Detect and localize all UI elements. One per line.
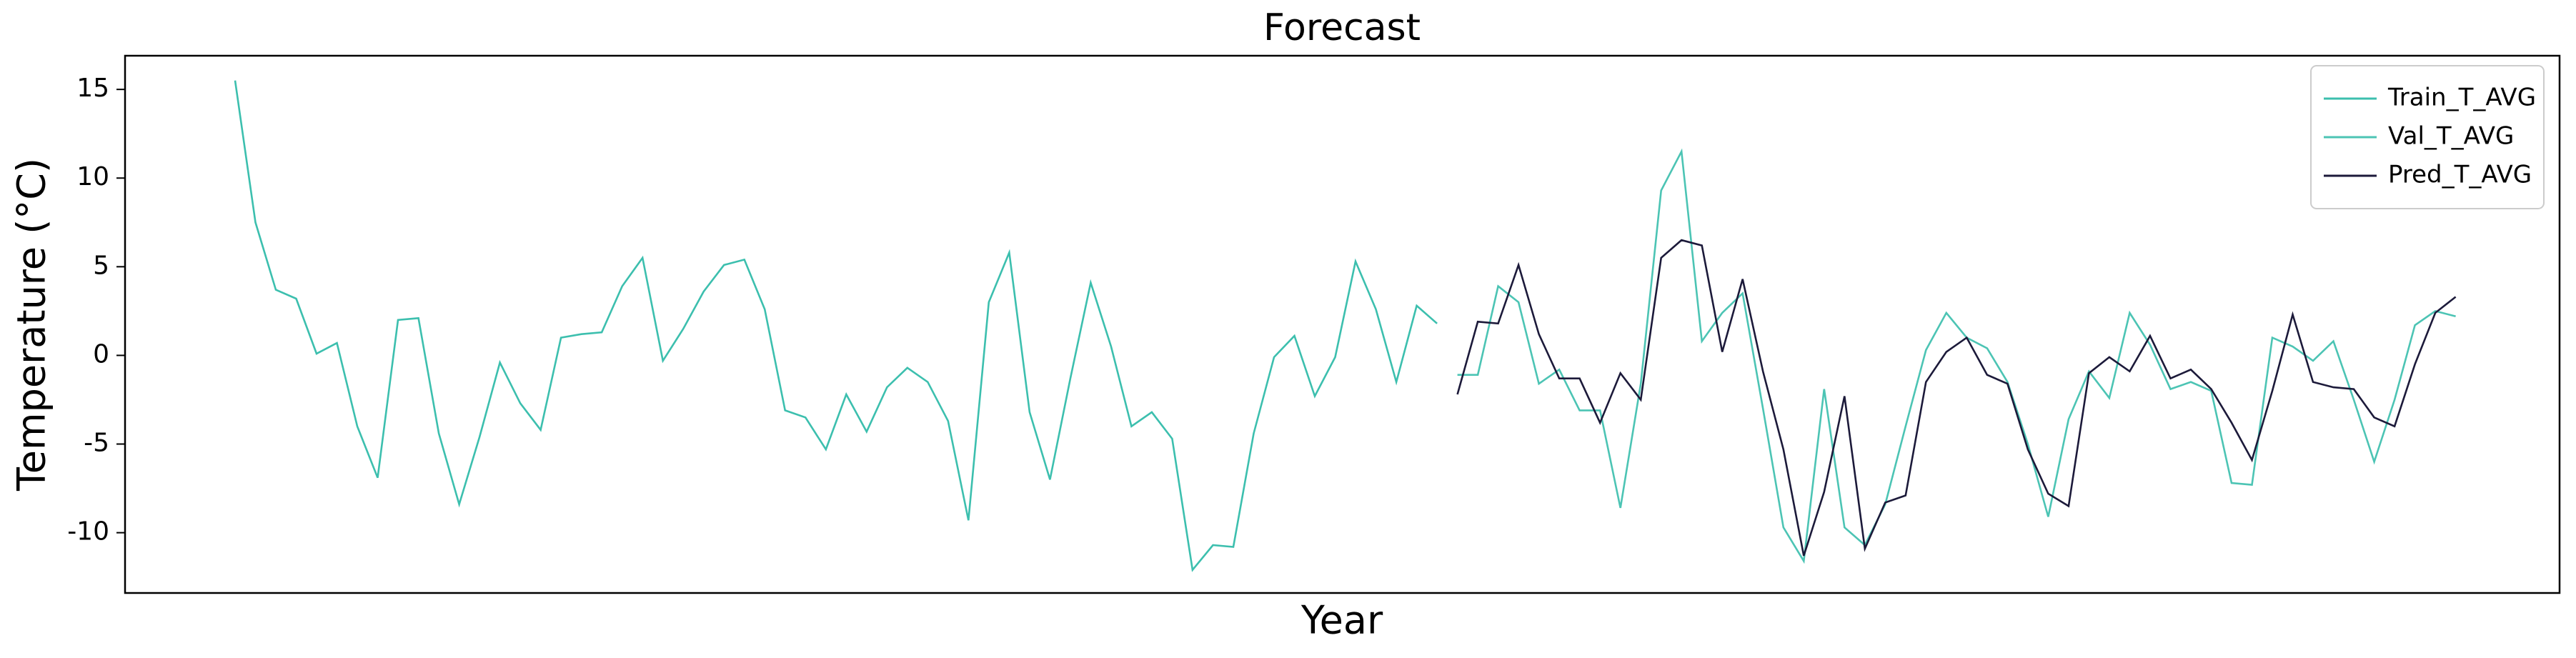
legend-box: [2310, 65, 2545, 209]
y-axis-label: Temperature (°C): [9, 158, 54, 492]
y-tick-label: -10: [67, 517, 109, 547]
y-tick-label: 0: [93, 339, 109, 369]
legend-label: Val_T_AVG: [2388, 122, 2514, 151]
plot-frame: [124, 54, 2561, 594]
y-tick-label: 10: [76, 162, 109, 191]
chart-title: Forecast: [1263, 6, 1421, 49]
y-tick-label: -5: [84, 429, 109, 458]
legend-label: Pred_T_AVG: [2388, 161, 2532, 189]
legend-label: Train_T_AVG: [2387, 84, 2536, 112]
series-line: [234, 80, 1438, 572]
x-axis-label: Year: [1301, 598, 1383, 643]
series-line: [1457, 148, 2456, 564]
y-tick-label: 15: [76, 74, 109, 103]
y-tick-label: 5: [93, 251, 109, 280]
series-line: [1456, 239, 2457, 557]
